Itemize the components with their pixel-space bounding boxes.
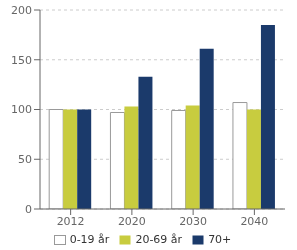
- svg-text:200: 200: [11, 4, 32, 17]
- html-text:70+: 70+: [208, 233, 232, 246]
- svg-text:0: 0: [25, 203, 32, 216]
- svg-text:2012: 2012: [57, 215, 85, 228]
- svg-text:50: 50: [18, 153, 32, 166]
- svg-text:150: 150: [11, 54, 32, 67]
- html-text:0-19 år: 0-19 år: [69, 233, 110, 246]
- svg-text:2020: 2020: [118, 215, 146, 228]
- svg-text:100: 100: [11, 103, 32, 116]
- svg-text:2040: 2040: [240, 215, 268, 228]
- html-text:20-69 år: 20-69 år: [135, 233, 183, 246]
- svg-text:2030: 2030: [179, 215, 207, 228]
